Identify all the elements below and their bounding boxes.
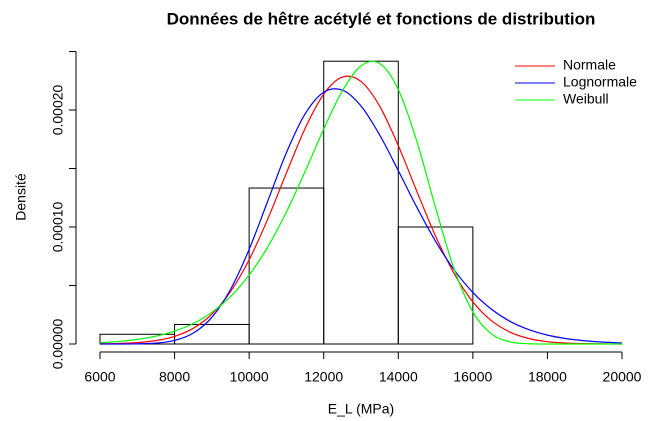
legend-label: Normale (563, 57, 616, 73)
y-tick-label: 0.00010 (50, 201, 66, 252)
y-tick-label: 0.00020 (50, 84, 66, 135)
legend-label: Lognormale (563, 74, 637, 90)
x-tick-label: 14000 (379, 369, 418, 385)
x-axis-label: E_L (MPa) (328, 401, 394, 417)
density-curve (99, 88, 623, 345)
x-tick-label: 8000 (159, 369, 190, 385)
x-tick-label: 18000 (528, 369, 567, 385)
x-tick-label: 6000 (84, 369, 115, 385)
x-tick-label: 16000 (453, 369, 492, 385)
legend-label: Weibull (563, 91, 609, 107)
histogram-bar (323, 60, 399, 345)
histogram-bar (397, 226, 474, 345)
x-tick-label: 20000 (603, 369, 642, 385)
density-curve (99, 60, 622, 345)
chart-title: Données de hêtre acétylé et fonctions de… (167, 9, 596, 28)
x-tick-label: 10000 (230, 369, 269, 385)
density-curve (99, 75, 623, 345)
y-axis-label: Densité (13, 173, 29, 221)
y-tick-label: 0.00000 (50, 318, 66, 369)
x-tick-label: 12000 (304, 369, 343, 385)
